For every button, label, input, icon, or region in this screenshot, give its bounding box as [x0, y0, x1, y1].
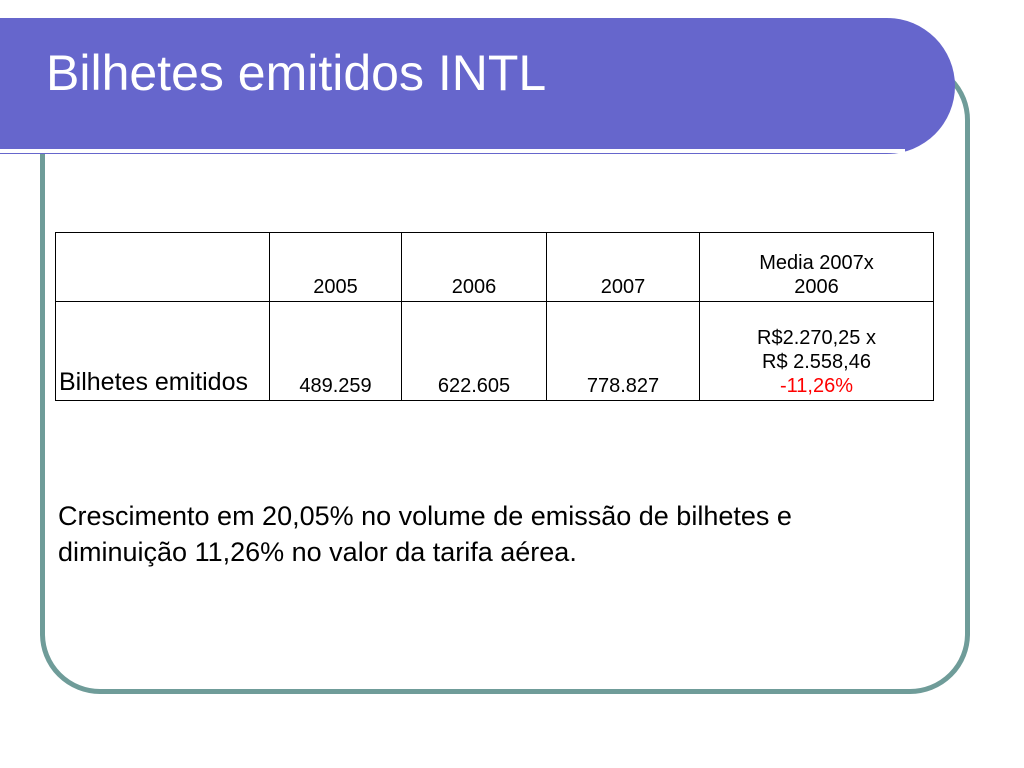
media-change-percent: -11,26%: [779, 375, 853, 397]
header-media-line1: Media 2007x: [759, 252, 874, 274]
title-bar: [0, 18, 955, 154]
header-media-line2: 2006: [794, 276, 839, 298]
value-2006: 622.605: [401, 301, 547, 401]
slide-title: Bilhetes emitidos INTL: [46, 45, 547, 101]
header-2006: 2006: [401, 232, 547, 302]
table-header-row: 2005 2006 2007 Media 2007x 2006: [55, 232, 934, 302]
summary-text: Crescimento em 20,05% no volume de emiss…: [58, 501, 792, 567]
header-media: Media 2007x 2006: [699, 232, 934, 302]
table-row: Bilhetes emitidos 489.259 622.605 778.82…: [55, 301, 934, 401]
value-2005: 489.259: [269, 301, 402, 401]
title-underline: [0, 149, 905, 153]
media-cell: R$2.270,25 x R$ 2.558,46 -11,26%: [699, 301, 934, 401]
row-label: Bilhetes emitidos: [55, 301, 270, 401]
header-empty-cell: [55, 232, 270, 302]
media-value-line1: R$2.270,25 x: [757, 327, 876, 349]
header-2005: 2005: [269, 232, 402, 302]
header-2007: 2007: [546, 232, 700, 302]
media-value-line2: R$ 2.558,46: [762, 351, 871, 373]
tickets-table: 2005 2006 2007 Media 2007x 2006 Bilhetes…: [55, 232, 934, 401]
value-2007: 778.827: [546, 301, 700, 401]
